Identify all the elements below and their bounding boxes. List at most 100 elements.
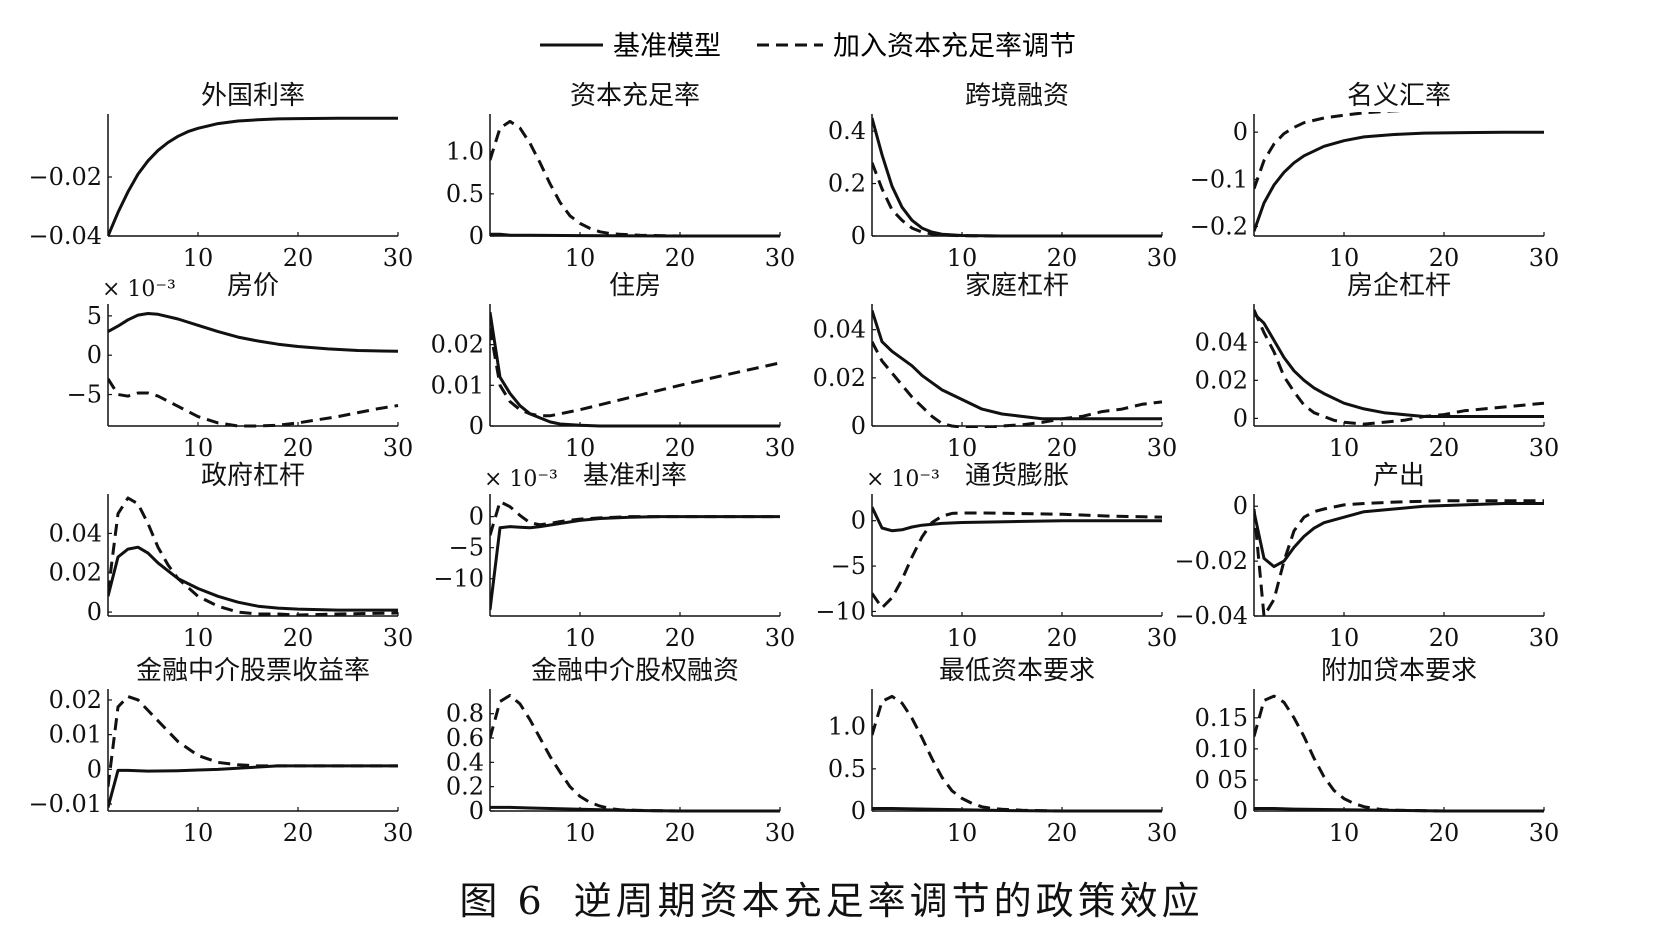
x-tick-label: 30: [1147, 434, 1178, 462]
y-tick-label: 0 05: [1195, 766, 1248, 794]
series-line-policy: [108, 695, 398, 787]
y-tick-label: −0.02: [28, 163, 102, 191]
y-tick-label: 0.02: [431, 331, 484, 359]
y-tick-label: 0: [851, 507, 866, 535]
chart-panel: 跨境融资 10 20 30 0.4 0.2 0: [828, 81, 1177, 272]
series-line-policy: [490, 119, 780, 238]
x-tick-label: 10: [183, 819, 214, 847]
figure-canvas: 基准模型 加入资本充足率调节 外国利率 10 20 30 −0.02 −0.04 资本充足率…: [28, 31, 1560, 847]
panel-title: 最低资本要求: [939, 656, 1095, 686]
series-line-baseline: [1254, 502, 1544, 569]
x-tick-label: 20: [665, 624, 696, 652]
x-tick-label: 30: [765, 819, 796, 847]
series-line-baseline: [108, 764, 398, 808]
chart-panel: 基准利率 × 10⁻³ 10 20 30 0 −5 −10: [433, 461, 795, 652]
x-tick-label: 20: [1047, 244, 1078, 272]
y-tick-label: −0.04: [28, 222, 102, 250]
x-tick-label: 10: [947, 624, 978, 652]
x-tick-label: 20: [665, 434, 696, 462]
y-tick-label: 0.5: [446, 180, 484, 208]
y-tick-label: −0.04: [1174, 602, 1248, 630]
series-line-baseline: [490, 311, 780, 428]
y-tick-label: −0.1: [1190, 165, 1248, 193]
x-tick-label: 20: [1047, 434, 1078, 462]
x-tick-label: 30: [383, 434, 414, 462]
y-tick-label: 0: [1233, 492, 1248, 520]
series-line-policy: [1254, 499, 1544, 618]
x-tick-label: 30: [1147, 819, 1178, 847]
panel-title: 跨境融资: [965, 81, 1069, 111]
series-line-policy: [872, 341, 1163, 428]
x-tick-label: 10: [183, 624, 214, 652]
panel-title: 外国利率: [201, 81, 305, 111]
x-tick-label: 20: [1429, 819, 1460, 847]
chart-panel: 房企杠杆 10 20 30 0.04 0.02 0: [1195, 271, 1560, 462]
series-line-policy: [108, 496, 399, 617]
x-tick-label: 10: [565, 244, 596, 272]
x-tick-label: 10: [565, 624, 596, 652]
x-tick-label: 20: [1429, 244, 1460, 272]
y-tick-label: 0.02: [49, 686, 102, 714]
y-tick-label: −10: [433, 565, 484, 593]
y-tick-label: 0: [1233, 404, 1248, 432]
y-tick-label: 0.2: [446, 773, 484, 801]
series-line-baseline: [108, 116, 398, 237]
y-tick-label: 0.5: [828, 755, 866, 783]
y-tick-label: −5: [831, 552, 866, 580]
y-tick-label: −5: [67, 381, 102, 409]
chart-panel: 政府杠杆 10 20 30 0.04 0.02 0: [49, 461, 414, 652]
x-tick-label: 20: [283, 434, 314, 462]
y-tick-label: 0.2: [828, 170, 866, 198]
x-tick-label: 30: [383, 819, 414, 847]
y-tick-label: 0.4: [828, 117, 866, 145]
series-line-policy: [872, 162, 1162, 238]
y-tick-label: 0.10: [1195, 735, 1248, 763]
legend-policy-label: 加入资本充足率调节: [833, 31, 1076, 62]
y-tick-label: −0.02: [1174, 547, 1248, 575]
y-tick-label: 0.01: [49, 721, 102, 749]
series-line-policy: [108, 377, 399, 428]
y-tick-label: 0: [469, 503, 484, 531]
chart-panel: 外国利率 10 20 30 −0.02 −0.04: [28, 81, 413, 272]
series-line-baseline: [108, 545, 398, 612]
y-tick-label: 0.04: [1195, 328, 1248, 356]
panel-title: 资本充足率: [570, 81, 700, 111]
y-tick-label: 0: [851, 797, 866, 825]
panel-title: 房企杠杆: [1347, 271, 1451, 301]
x-tick-label: 20: [665, 819, 696, 847]
x-tick-label: 30: [383, 244, 414, 272]
y-tick-label: 0: [469, 797, 484, 825]
axis-multiplier: × 10⁻³: [102, 277, 176, 302]
chart-panel: 家庭杠杆 10 20 30 0.04 0.02 0: [813, 271, 1178, 462]
y-tick-label: 0.04: [49, 519, 102, 547]
x-tick-label: 20: [283, 819, 314, 847]
y-tick-label: 0: [469, 412, 484, 440]
chart-panel: 住房 10 20 30 0.02 0.01 0: [431, 271, 796, 462]
axis-multiplier: × 10⁻³: [484, 467, 558, 492]
x-tick-label: 10: [183, 244, 214, 272]
series-line-baseline: [872, 506, 1162, 533]
x-tick-label: 10: [1329, 434, 1360, 462]
y-tick-label: 1.0: [828, 713, 866, 741]
panel-title: 金融中介股权融资: [531, 656, 739, 686]
y-tick-label: 0: [469, 222, 484, 250]
series-line-policy: [1254, 309, 1545, 426]
x-tick-label: 20: [283, 624, 314, 652]
series-line-policy: [490, 328, 781, 418]
series-line-baseline: [490, 515, 780, 610]
x-tick-label: 20: [1429, 434, 1460, 462]
x-tick-label: 30: [1147, 244, 1178, 272]
y-tick-label: 0: [1233, 797, 1248, 825]
y-tick-label: 0.8: [446, 700, 484, 728]
y-tick-label: 0.15: [1195, 704, 1248, 732]
x-tick-label: 30: [765, 434, 796, 462]
series-line-baseline: [872, 309, 1162, 421]
y-tick-label: 0.01: [431, 371, 484, 399]
series-line-baseline: [872, 807, 1162, 813]
chart-panel: 产出 10 20 30 0 −0.02 −0.04: [1174, 461, 1559, 652]
panel-title: 名义汇率: [1347, 81, 1451, 111]
panel-title: 家庭杠杆: [965, 271, 1069, 301]
y-tick-label: 0: [87, 755, 102, 783]
x-tick-label: 30: [1529, 244, 1560, 272]
series-line-baseline: [108, 312, 399, 353]
